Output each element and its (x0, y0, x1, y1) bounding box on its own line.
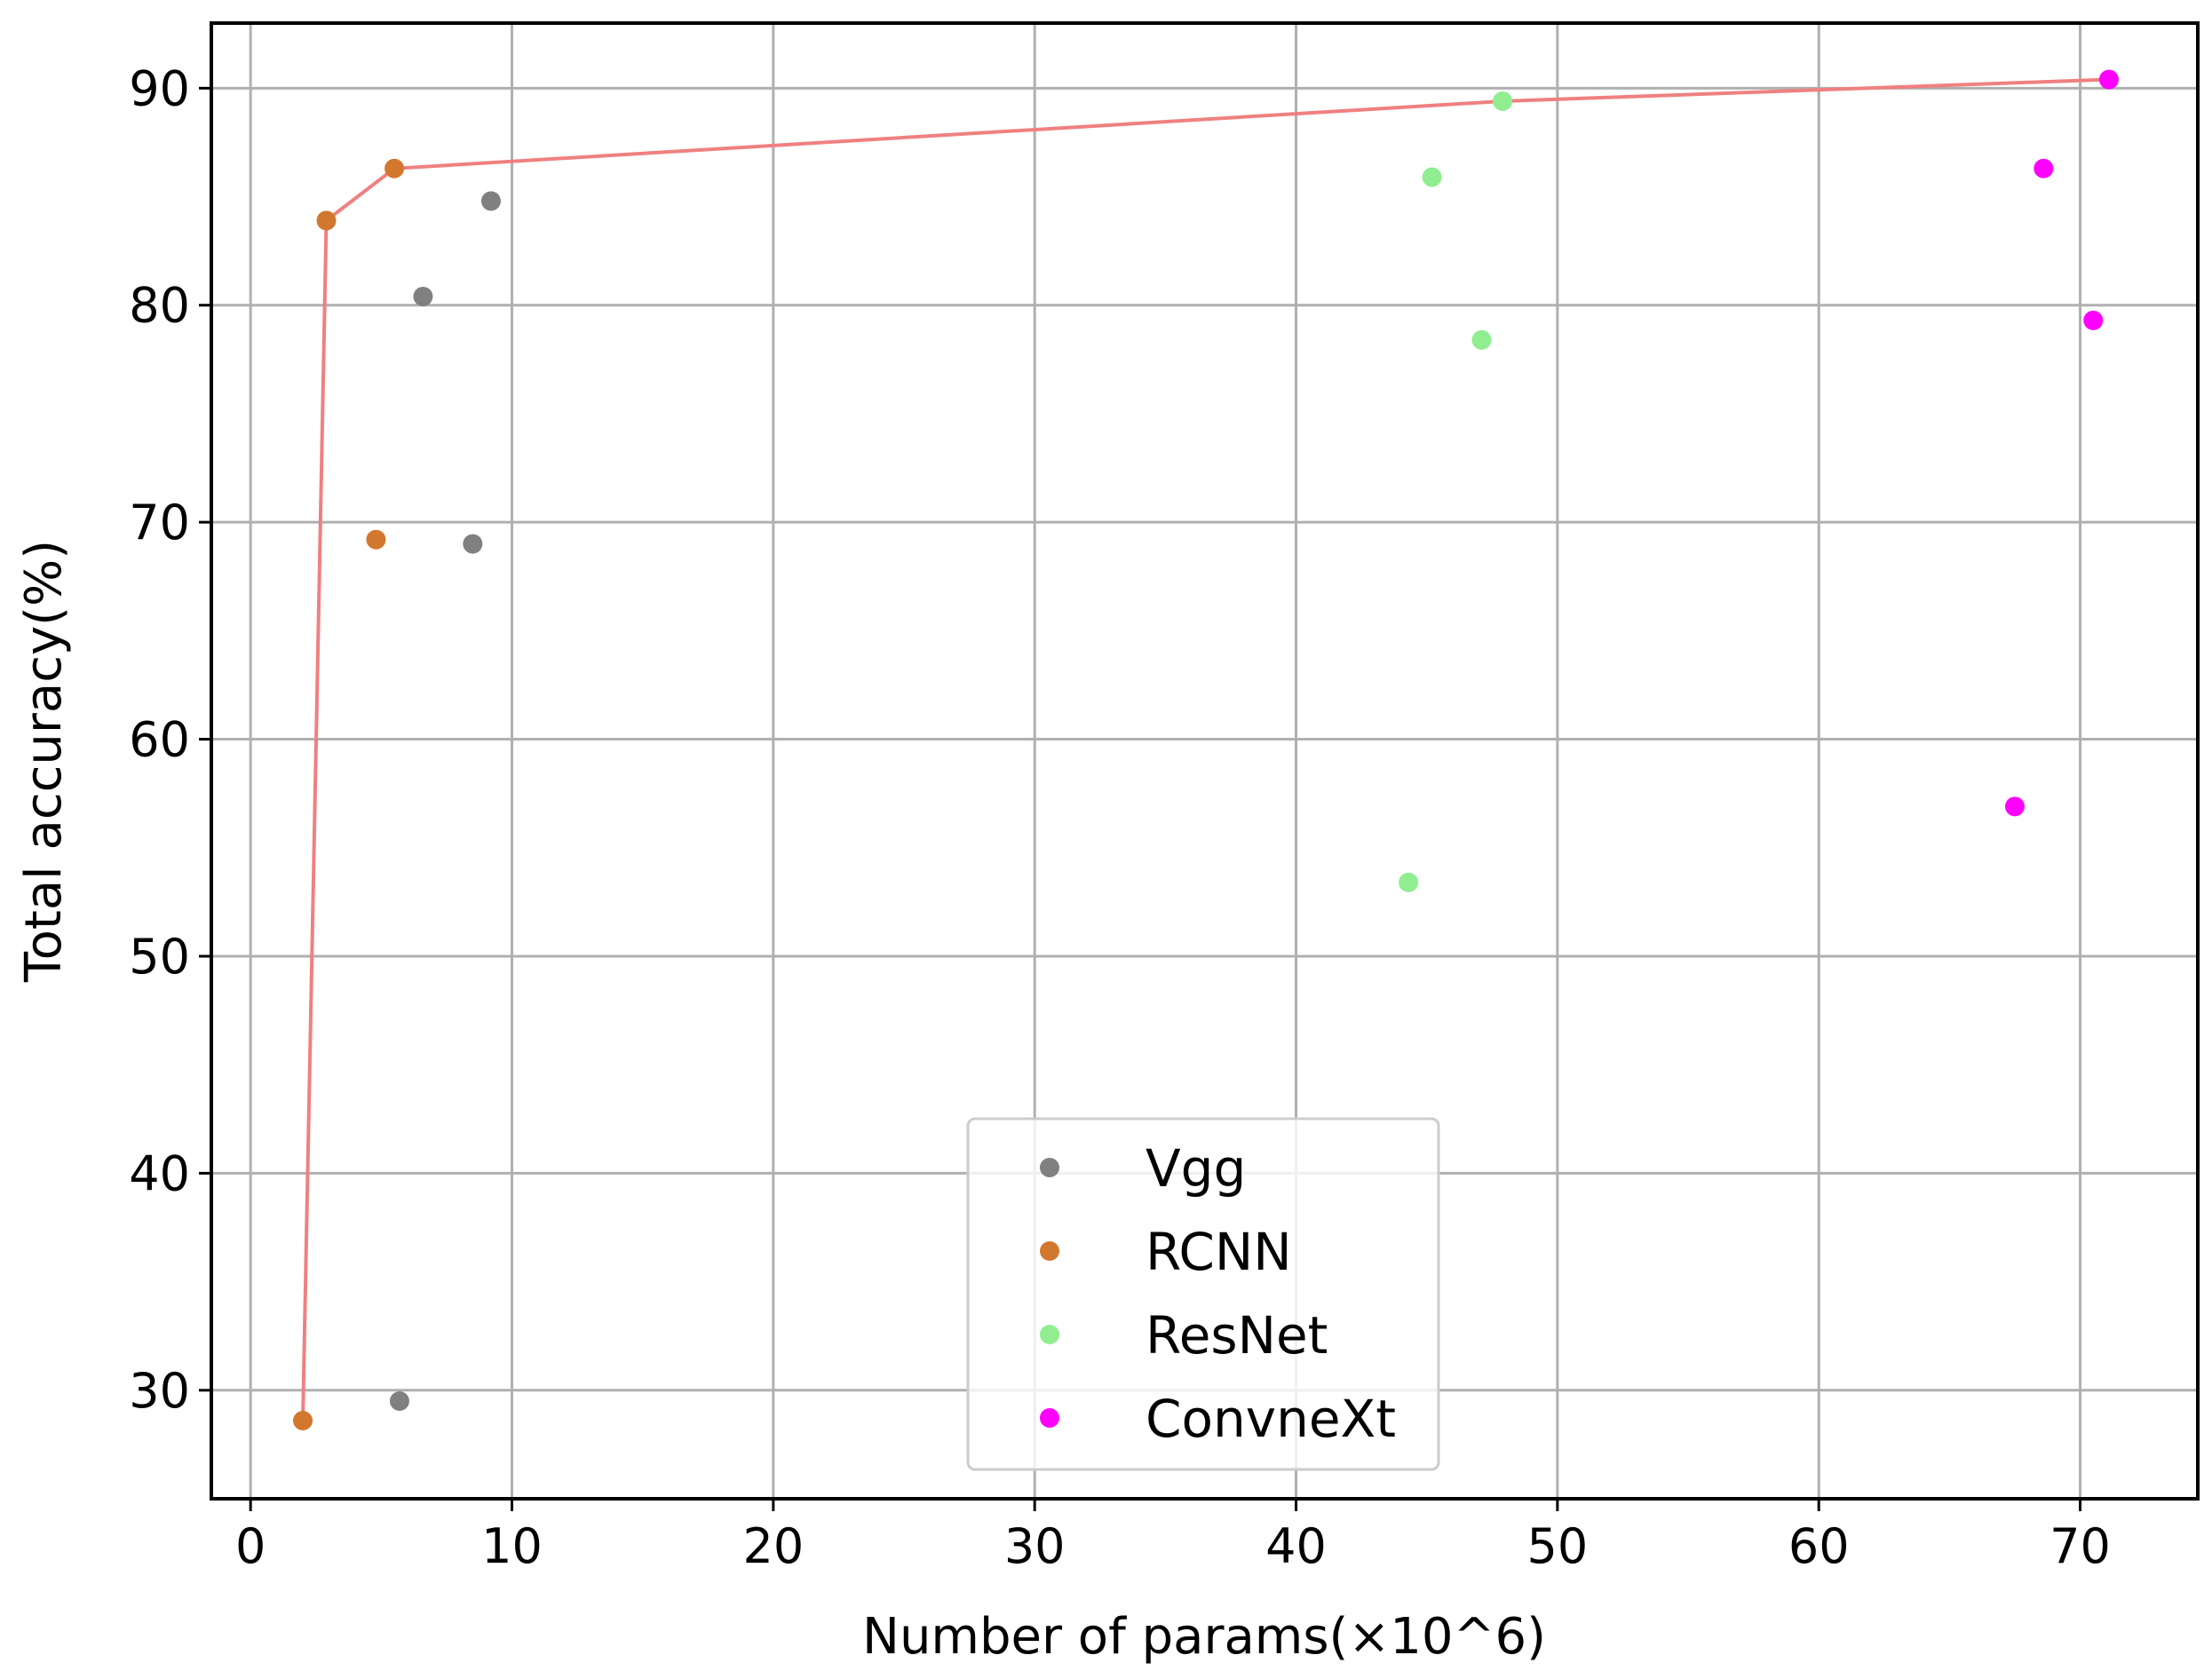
x-tick-label: 10 (481, 1518, 543, 1574)
series-resnet (1399, 91, 1513, 892)
legend-label: ConvneXt (1146, 1389, 1396, 1449)
legend-marker (1040, 1241, 1059, 1261)
y-tick-label: 30 (129, 1363, 190, 1419)
data-point (366, 529, 386, 550)
legend-label: RCNN (1146, 1222, 1292, 1282)
y-tick-label: 50 (129, 929, 190, 985)
x-axis-label: Number of params(×10^6) (862, 1608, 1546, 1666)
series-rcnn (293, 158, 405, 1431)
plot-frame (210, 21, 2200, 1501)
x-tick-label: 40 (1265, 1518, 1327, 1574)
y-tick-label: 40 (129, 1145, 190, 1201)
x-tick-label: 0 (235, 1518, 266, 1574)
x-tick-label: 30 (1004, 1518, 1066, 1574)
data-point (385, 158, 405, 178)
axis-ticks: 0 10 20 30 40 50 60 70 30 40 50 60 70 80 90 (129, 60, 2111, 1574)
legend-marker (1040, 1325, 1059, 1344)
data-points (293, 69, 2119, 1431)
legend: Vgg RCNN ResNet ConvneXt (966, 1117, 1440, 1471)
data-point (316, 210, 337, 231)
x-tick-label: 20 (742, 1518, 804, 1574)
data-point (1422, 167, 1442, 187)
y-tick-label: 60 (129, 712, 190, 768)
data-point (389, 1391, 409, 1412)
legend-marker (1040, 1158, 1059, 1177)
data-point (2004, 796, 2025, 817)
data-point (2083, 310, 2104, 330)
legend-label: Vgg (1146, 1138, 1246, 1199)
data-point (1399, 872, 1419, 892)
legend-marker (1040, 1408, 1059, 1428)
series-vgg (389, 191, 501, 1412)
data-point (413, 286, 433, 306)
series-convnext (2004, 69, 2119, 817)
y-tick-label: 70 (129, 495, 190, 550)
y-axis-label: Total accuracy(%) (15, 540, 73, 983)
legend-label: ResNet (1146, 1305, 1328, 1366)
data-point (1471, 329, 1492, 350)
y-tick-label: 90 (129, 60, 190, 116)
data-point (2034, 158, 2054, 178)
x-tick-label: 60 (1788, 1518, 1850, 1574)
data-point (480, 191, 501, 211)
legend-box (966, 1117, 1440, 1471)
data-point (293, 1411, 313, 1431)
x-tick-label: 70 (2049, 1518, 2111, 1574)
x-tick-label: 50 (1527, 1518, 1589, 1574)
y-tick-label: 80 (129, 278, 190, 334)
data-point (2098, 69, 2119, 90)
data-point (463, 534, 483, 554)
data-point (1493, 91, 1513, 111)
